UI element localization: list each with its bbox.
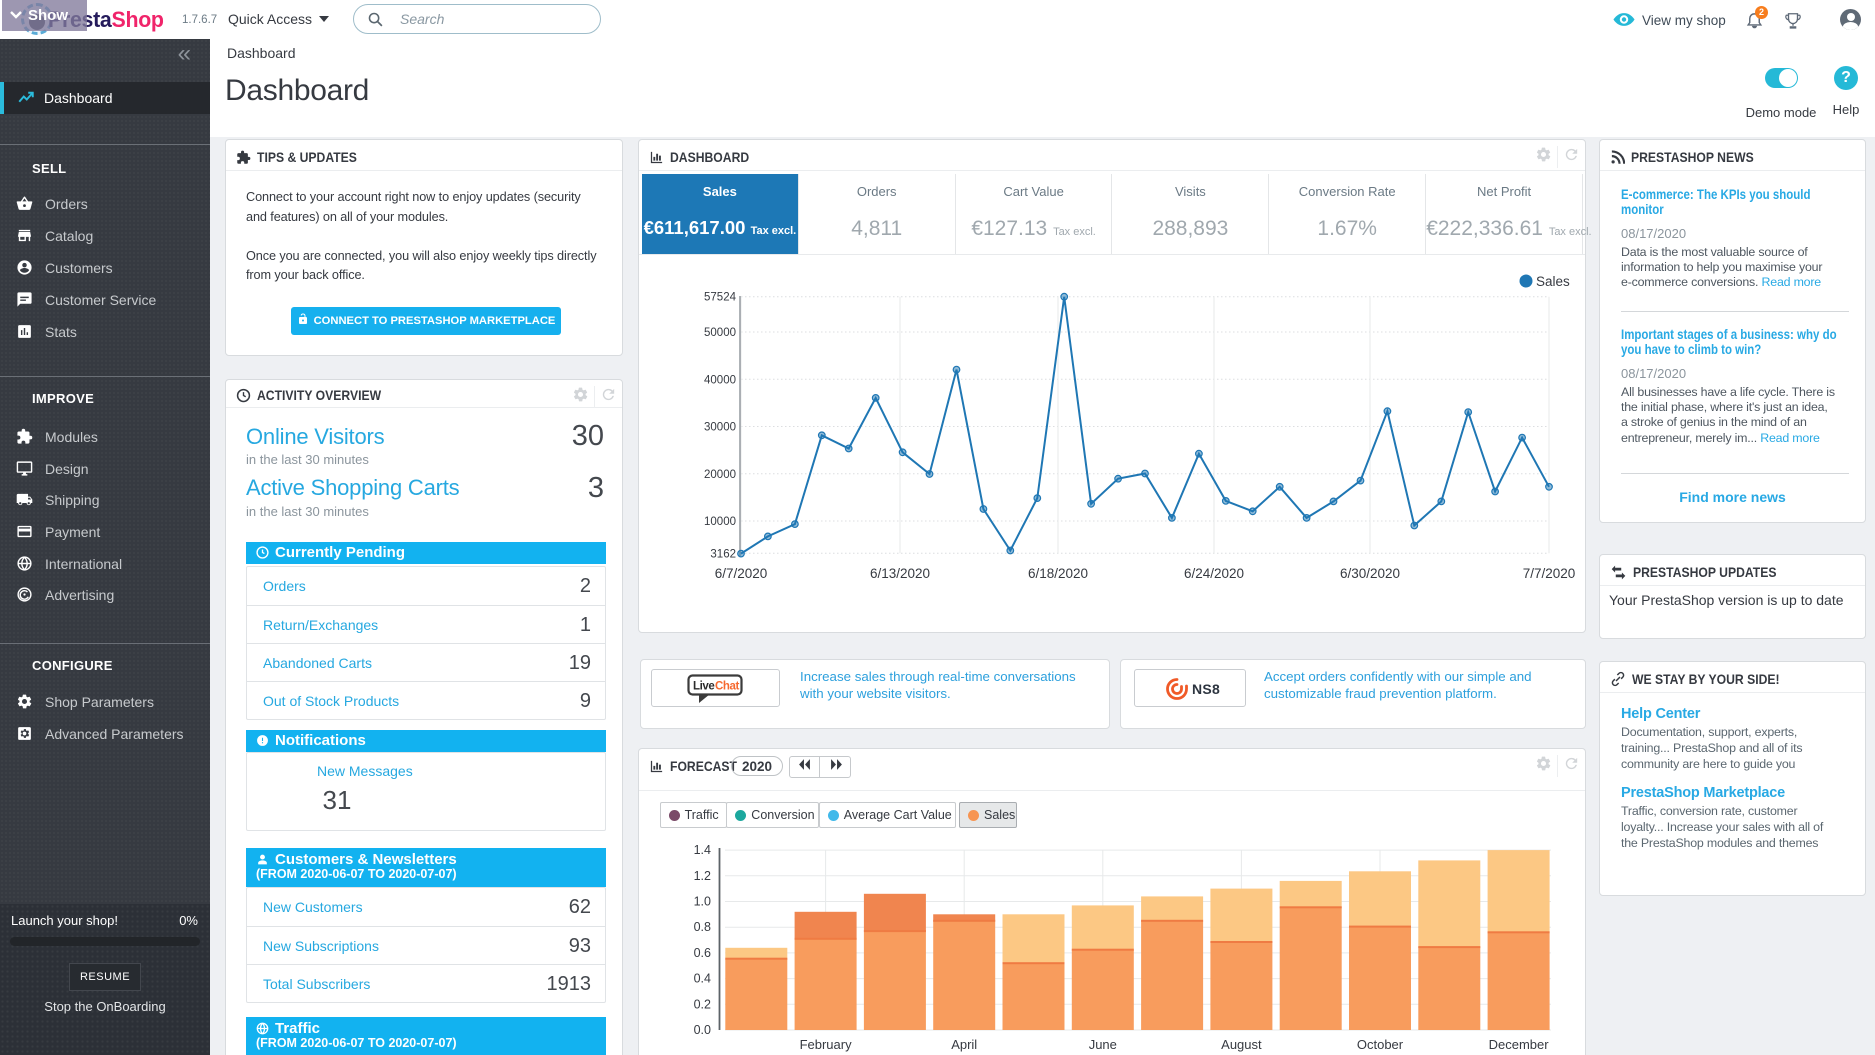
svg-text:7/7/2020: 7/7/2020	[1523, 566, 1576, 581]
svg-text:6/7/2020: 6/7/2020	[715, 566, 768, 581]
svg-text:3162: 3162	[710, 548, 736, 560]
svg-text:Chat: Chat	[715, 681, 740, 693]
svg-text:6/13/2020: 6/13/2020	[870, 566, 930, 581]
svg-text:20000: 20000	[704, 469, 736, 481]
svg-text:0.4: 0.4	[694, 972, 711, 986]
svg-text:6/30/2020: 6/30/2020	[1340, 566, 1400, 581]
svg-text:1.0: 1.0	[694, 895, 711, 909]
svg-text:0.0: 0.0	[694, 1023, 711, 1037]
svg-text:0.6: 0.6	[694, 946, 711, 960]
svg-text:October: October	[1357, 1037, 1404, 1052]
svg-text:6/18/2020: 6/18/2020	[1028, 566, 1088, 581]
svg-text:0.8: 0.8	[694, 920, 711, 934]
svg-text:57524: 57524	[704, 292, 737, 304]
svg-text:50000: 50000	[704, 327, 736, 339]
svg-text:June: June	[1089, 1037, 1117, 1052]
svg-text:10000: 10000	[704, 516, 736, 528]
svg-text:Sales: Sales	[1536, 274, 1570, 289]
svg-text:40000: 40000	[704, 374, 736, 386]
svg-text:April: April	[951, 1037, 977, 1052]
svg-text:0.2: 0.2	[694, 997, 711, 1011]
svg-text:February: February	[800, 1037, 853, 1052]
svg-text:August: August	[1221, 1037, 1262, 1052]
svg-text:1.4: 1.4	[694, 843, 711, 857]
svg-text:30000: 30000	[704, 422, 736, 434]
svg-text:6/24/2020: 6/24/2020	[1184, 566, 1244, 581]
svg-text:Live: Live	[693, 681, 714, 693]
svg-text:NS8: NS8	[1192, 681, 1220, 697]
svg-text:1.2: 1.2	[694, 869, 711, 883]
svg-text:December: December	[1489, 1037, 1550, 1052]
